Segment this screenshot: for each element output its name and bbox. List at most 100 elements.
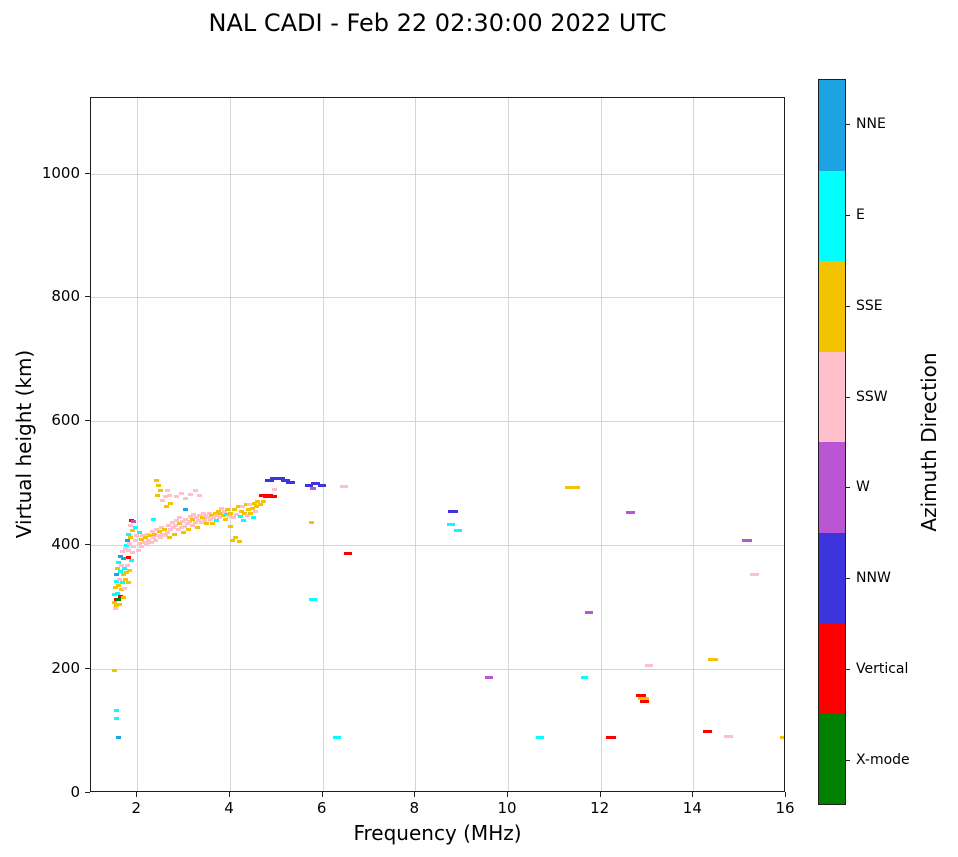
scatter-point: [164, 531, 170, 535]
scatter-point: [171, 532, 177, 536]
scatter-point: [132, 538, 138, 542]
scatter-point: [239, 509, 245, 513]
colorbar-axis-label: Azimuth Direction: [917, 352, 941, 532]
scatter-point: [332, 736, 341, 740]
x-tick-label: 6: [316, 799, 327, 817]
colorbar-segment-nnw: [819, 532, 845, 623]
scatter-point: [308, 521, 314, 525]
scatter-point: [447, 522, 456, 526]
scatter-point: [585, 611, 594, 615]
scatter-point: [197, 513, 203, 517]
scatter-point: [126, 548, 132, 552]
scatter-point: [131, 544, 137, 548]
colorbar-tick: [846, 578, 850, 580]
scatter-point: [170, 526, 176, 530]
scatter-point: [311, 481, 321, 485]
scatter-point: [162, 534, 168, 538]
scatter-point: [116, 583, 122, 587]
scatter-point: [158, 536, 163, 540]
scatter-point: [161, 528, 167, 532]
y-tick-label: 400: [51, 535, 80, 554]
scatter-point: [146, 538, 152, 542]
scatter-point: [118, 569, 124, 573]
scatter-point: [780, 736, 784, 740]
scatter-point: [262, 495, 270, 499]
scatter-point: [151, 536, 157, 540]
plot-area: [90, 97, 785, 792]
x-tick-label: 16: [775, 799, 795, 817]
scatter-point: [174, 495, 180, 499]
scatter-point: [749, 572, 759, 576]
scatter-point: [242, 511, 248, 515]
scatter-point: [144, 542, 150, 546]
scatter-point: [111, 593, 117, 597]
scatter-point: [226, 515, 232, 519]
scatter-point: [111, 600, 117, 604]
scatter-point: [236, 540, 242, 543]
scatter-point: [178, 491, 184, 495]
x-tick-label: 4: [224, 799, 234, 817]
scatter-point: [148, 540, 154, 544]
scatter-point: [121, 567, 127, 571]
colorbar-segment-vertical: [819, 623, 845, 714]
scatter-point: [120, 573, 126, 577]
scatter-point: [195, 526, 201, 530]
colorbar-segment-ssw: [819, 351, 845, 442]
colorbar-segment-x-mode: [819, 713, 845, 804]
scatter-point: [195, 518, 201, 522]
scatter-point: [270, 477, 280, 481]
scatter-point: [254, 505, 260, 509]
scatter-point: [113, 716, 119, 720]
colorbar-segment-sse: [819, 261, 845, 352]
scatter-point: [143, 536, 149, 540]
scatter-point: [123, 570, 129, 574]
x-gridline: [600, 98, 602, 791]
colorbar-tick-label: Vertical: [856, 660, 909, 677]
scatter-point: [116, 736, 122, 740]
x-tick: [229, 792, 230, 797]
scatter-point: [183, 517, 189, 521]
y-gridline: [91, 297, 784, 299]
scatter-point: [114, 604, 120, 608]
y-axis-label: Virtual height (km): [12, 349, 36, 539]
x-tick-label: 14: [682, 799, 702, 817]
scatter-point: [138, 537, 144, 541]
scatter-point: [200, 511, 206, 515]
scatter-point: [198, 521, 204, 525]
scatter-point: [177, 515, 183, 519]
scatter-point: [129, 558, 135, 562]
scatter-point: [111, 669, 117, 673]
scatter-point: [178, 526, 184, 530]
colorbar-tick-label: W: [856, 479, 870, 496]
scatter-point: [168, 528, 174, 532]
scatter-point: [245, 513, 251, 517]
scatter-point: [246, 507, 252, 511]
scatter-point: [160, 499, 166, 503]
scatter-point: [121, 587, 127, 591]
scatter-point: [128, 523, 134, 527]
scatter-point: [167, 536, 173, 540]
colorbar-tick-label: SSW: [856, 388, 888, 405]
scatter-point: [246, 502, 252, 506]
scatter-point: [223, 512, 229, 516]
scatter-point: [741, 538, 752, 542]
scatter-point: [235, 505, 241, 509]
scatter-point: [637, 696, 649, 700]
scatter-point: [251, 501, 257, 505]
scatter-point: [175, 528, 181, 532]
scatter-point: [221, 509, 227, 513]
y-tick: [85, 172, 90, 174]
scatter-point: [484, 676, 493, 680]
scatter-point: [185, 528, 191, 532]
scatter-point: [119, 588, 125, 592]
scatter-point: [309, 486, 316, 490]
scatter-point: [190, 517, 196, 521]
y-tick-label: 1000: [41, 163, 80, 182]
scatter-point: [112, 606, 118, 610]
y-gridline: [91, 421, 784, 423]
scatter-point: [234, 512, 240, 516]
colorbar-tick: [846, 487, 850, 489]
scatter-point: [645, 663, 654, 667]
scatter-point: [117, 602, 123, 606]
